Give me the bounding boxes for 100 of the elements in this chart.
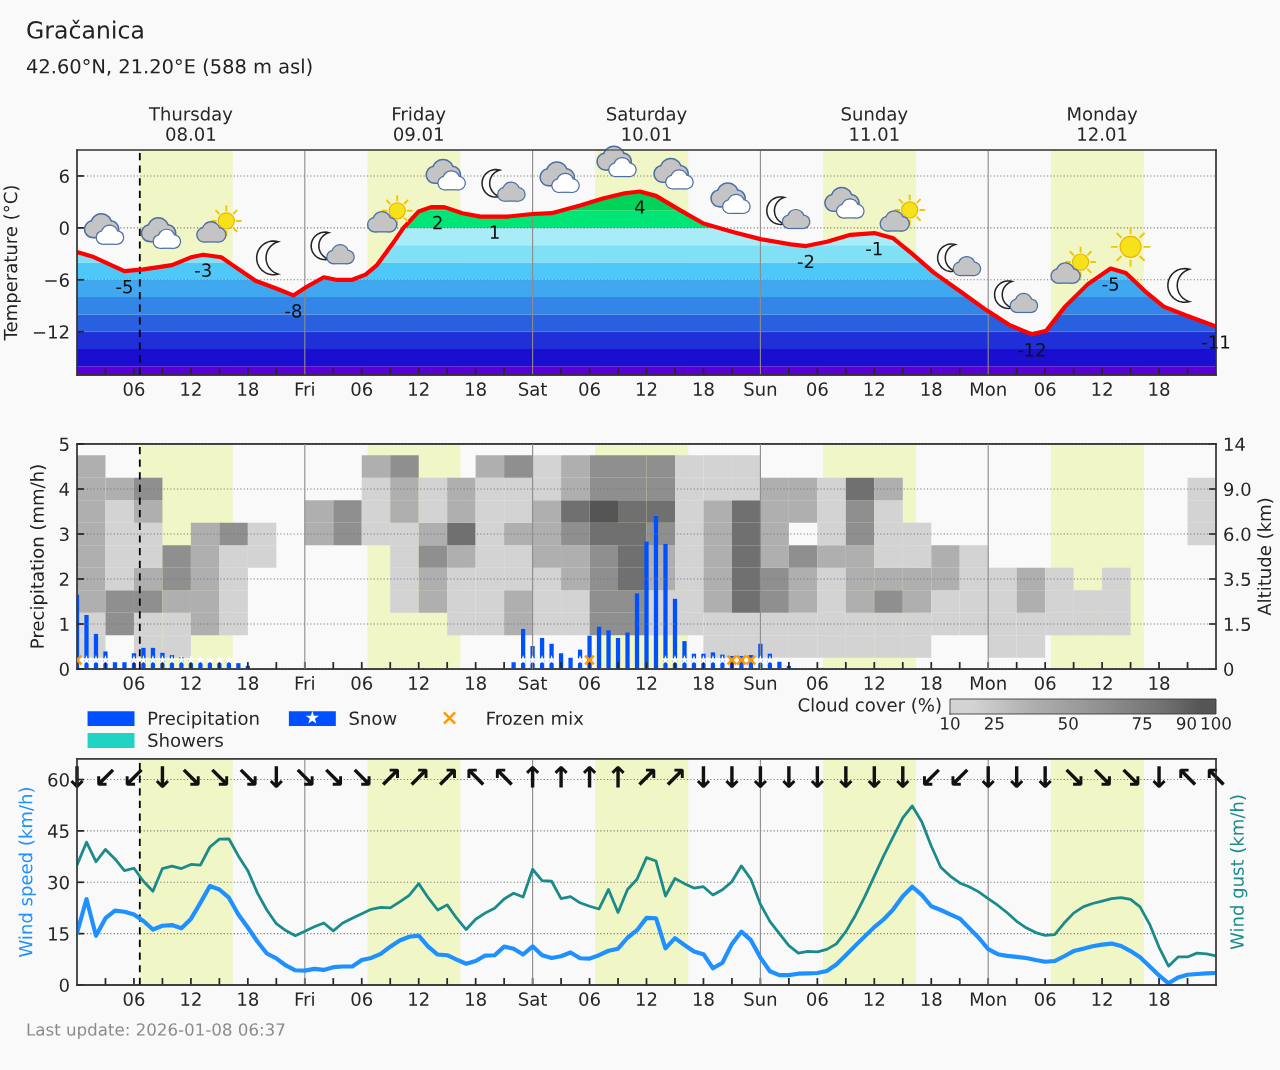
x-tick-label: Fri	[295, 675, 314, 690]
annotation: -5	[1102, 277, 1119, 291]
x-tick-label: 12	[409, 676, 429, 690]
color-bar-label: 25	[984, 717, 1004, 730]
y-tick-label: 6.0	[1224, 527, 1251, 542]
y-tick-label: 2	[59, 572, 69, 586]
annotation: ↘	[239, 768, 257, 786]
x-tick-label: 06	[579, 382, 600, 396]
x-tick-label: 06	[1034, 676, 1056, 690]
annotation: -12	[1018, 342, 1045, 357]
x-tick-label: 18	[466, 676, 486, 690]
y-tick-label: 30	[48, 875, 69, 890]
annotation: -5	[116, 280, 132, 294]
x-tick-label: Mon	[970, 382, 1006, 396]
x-tick-label: 06	[351, 382, 373, 396]
x-tick-label: 18	[238, 992, 259, 1006]
y-tick-label: 0	[59, 662, 69, 677]
y-axis-title: Temperature (°C)	[3, 186, 21, 341]
annotation: ↘	[353, 768, 371, 786]
x-tick-label: 06	[807, 992, 828, 1006]
annotation: ↙	[125, 768, 143, 786]
x-tick-label: 12	[864, 382, 884, 396]
y-axis-title: Wind speed (km/h)	[18, 788, 36, 957]
color-bar-label: 10	[941, 717, 960, 730]
chart-subtitle: 42.60°N, 21.20°E (588 m asl)	[26, 58, 312, 76]
annotation: ↘	[1122, 768, 1140, 786]
annotation: ↘	[325, 768, 343, 786]
x-tick-label: 18	[693, 382, 714, 396]
x-tick-label: 12	[637, 992, 657, 1006]
x-tick-label: Mon	[970, 676, 1006, 690]
annotation: -11	[1202, 335, 1230, 349]
annotation: ↘	[211, 768, 229, 786]
annotation: ↘	[1065, 768, 1083, 786]
annotation: -1	[866, 241, 882, 256]
y-tick-label: 15	[49, 927, 69, 941]
x-tick-label: 18	[921, 676, 942, 690]
annotation: ↗	[638, 768, 656, 786]
x-tick-label: 12	[1092, 676, 1112, 690]
x-tick-label: 06	[351, 992, 373, 1006]
y-tick-label: 60	[48, 773, 69, 787]
x2-tick-label: Sunday 11.01	[841, 106, 908, 141]
y2-axis-title: Wind gust (km/h)	[1229, 795, 1248, 950]
annotation: ↓	[753, 766, 768, 788]
color-bar-label: 50	[1058, 717, 1078, 730]
x-tick-label: 06	[351, 676, 373, 690]
x-tick-label: 12	[637, 676, 657, 690]
annotation: ↘	[182, 768, 200, 786]
x-tick-label: 18	[1149, 992, 1170, 1006]
legend-label: Snow	[349, 711, 397, 726]
x-tick-label: 12	[637, 382, 657, 396]
annotation: ↓	[810, 766, 824, 788]
annotation: ↖	[1179, 768, 1197, 786]
annotation: ↓	[896, 766, 910, 788]
x-tick-label: 12	[409, 992, 429, 1006]
x-tick-label: 12	[1092, 992, 1112, 1006]
y-tick-label: −6	[45, 273, 69, 287]
x-tick-label: 06	[1034, 382, 1056, 396]
annotation: ↓	[782, 766, 796, 788]
x-tick-label: 18	[238, 382, 259, 396]
x-tick-label: 18	[466, 992, 486, 1006]
y-tick-label: 5	[59, 437, 69, 452]
x2-tick-label: Friday 09.01	[393, 106, 446, 141]
annotation: ↓	[1010, 766, 1024, 788]
annotation: 1	[490, 225, 499, 239]
y-tick-label: 9.0	[1224, 482, 1251, 497]
annotation: -3	[195, 263, 211, 278]
annotation: ↓	[725, 766, 739, 788]
annotation: ↗	[410, 768, 428, 786]
x-tick-label: 18	[921, 382, 942, 396]
x-tick-label: 06	[807, 676, 828, 690]
chart-title: Gračanica	[27, 19, 143, 39]
x2-tick-label: Monday 12.01	[1068, 106, 1138, 141]
x-tick-label: 06	[1034, 992, 1056, 1006]
color-bar-label: 100	[1201, 717, 1231, 730]
annotation: -8	[285, 304, 302, 318]
annotation: 2	[433, 215, 442, 230]
x-tick-label: 12	[181, 992, 201, 1006]
annotation: ↑	[611, 766, 625, 788]
y-tick-label: −12	[33, 325, 69, 339]
x-tick-label: Sun	[744, 382, 777, 396]
x-tick-label: 18	[1149, 676, 1170, 690]
y-tick-label: 0	[1224, 662, 1234, 677]
annotation: ↗	[381, 768, 399, 786]
x-tick-label: 06	[123, 676, 145, 690]
x-tick-label: Sat	[518, 676, 547, 690]
x-tick-label: 12	[864, 992, 884, 1006]
text: Last update: 2026-01-08 06:37	[27, 1022, 285, 1040]
y-tick-label: 1.5	[1224, 617, 1251, 632]
annotation: ↓	[269, 766, 283, 788]
x2-tick-label: Saturday 10.01	[607, 106, 687, 141]
y-tick-label: 3	[59, 527, 69, 542]
annotation: ↖	[495, 768, 513, 786]
legend-label: Precipitation	[148, 711, 259, 729]
x-tick-label: 18	[1149, 382, 1170, 396]
annotation: ↓	[1038, 766, 1052, 788]
y-tick-label: 0	[59, 221, 69, 235]
x-tick-label: Sat	[518, 382, 547, 396]
x-tick-label: 18	[921, 992, 942, 1006]
y-tick-label: 1	[60, 617, 69, 631]
x-tick-label: Sun	[744, 992, 777, 1006]
